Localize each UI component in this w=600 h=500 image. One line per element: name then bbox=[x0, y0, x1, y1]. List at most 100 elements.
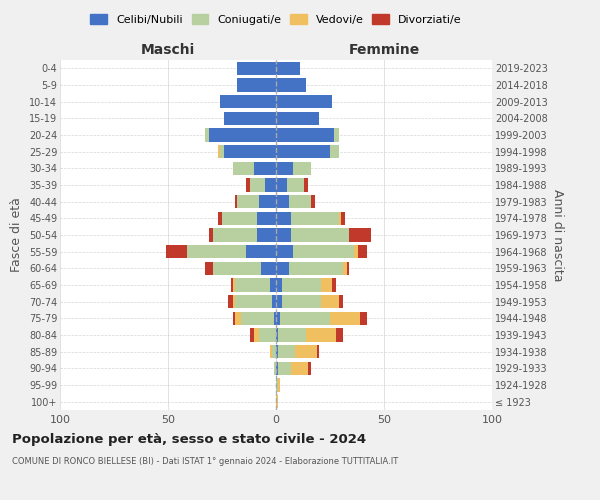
Bar bbox=[278, 345, 295, 358]
Bar bbox=[338, 212, 341, 225]
Bar bbox=[224, 112, 276, 125]
Bar bbox=[276, 295, 283, 308]
Bar bbox=[343, 262, 347, 275]
Bar bbox=[278, 328, 306, 342]
Bar bbox=[289, 195, 311, 208]
Bar bbox=[274, 362, 276, 375]
Bar bbox=[330, 312, 360, 325]
Bar bbox=[274, 312, 276, 325]
Bar bbox=[278, 378, 280, 392]
Bar bbox=[311, 195, 315, 208]
Bar bbox=[229, 295, 233, 308]
Bar bbox=[276, 212, 291, 225]
Bar bbox=[259, 195, 276, 208]
Bar bbox=[337, 328, 343, 342]
Bar bbox=[222, 212, 257, 225]
Bar bbox=[235, 295, 272, 308]
Bar bbox=[276, 195, 289, 208]
Bar bbox=[233, 162, 254, 175]
Bar bbox=[235, 278, 269, 291]
Bar bbox=[205, 128, 209, 141]
Bar bbox=[317, 345, 319, 358]
Text: Femmine: Femmine bbox=[349, 42, 419, 56]
Bar bbox=[209, 228, 214, 241]
Bar bbox=[235, 195, 237, 208]
Bar bbox=[235, 312, 241, 325]
Bar bbox=[269, 345, 272, 358]
Bar bbox=[283, 278, 322, 291]
Bar bbox=[257, 228, 276, 241]
Bar bbox=[276, 95, 332, 108]
Bar bbox=[265, 178, 276, 192]
Bar bbox=[293, 245, 354, 258]
Bar bbox=[276, 278, 283, 291]
Bar bbox=[322, 295, 338, 308]
Bar bbox=[272, 295, 276, 308]
Bar bbox=[276, 245, 293, 258]
Bar bbox=[291, 228, 349, 241]
Bar bbox=[254, 162, 276, 175]
Bar bbox=[237, 62, 276, 75]
Bar bbox=[276, 145, 330, 158]
Text: COMUNE DI RONCO BIELLESE (BI) - Dati ISTAT 1° gennaio 2024 - Elaborazione TUTTIT: COMUNE DI RONCO BIELLESE (BI) - Dati IST… bbox=[12, 457, 398, 466]
Bar bbox=[332, 278, 337, 291]
Bar bbox=[246, 178, 250, 192]
Bar bbox=[187, 245, 246, 258]
Bar bbox=[341, 212, 345, 225]
Bar bbox=[218, 212, 222, 225]
Bar bbox=[166, 245, 187, 258]
Bar bbox=[291, 362, 308, 375]
Bar bbox=[241, 312, 274, 325]
Bar bbox=[276, 112, 319, 125]
Bar bbox=[276, 312, 280, 325]
Bar bbox=[209, 128, 276, 141]
Bar bbox=[278, 362, 291, 375]
Bar bbox=[276, 78, 306, 92]
Bar bbox=[308, 362, 311, 375]
Bar bbox=[259, 328, 276, 342]
Bar bbox=[220, 95, 276, 108]
Y-axis label: Fasce di età: Fasce di età bbox=[10, 198, 23, 272]
Bar bbox=[334, 128, 338, 141]
Bar bbox=[276, 228, 291, 241]
Bar bbox=[276, 395, 278, 408]
Legend: Celibi/Nubili, Coniugati/e, Vedovi/e, Divorziati/e: Celibi/Nubili, Coniugati/e, Vedovi/e, Di… bbox=[87, 10, 465, 28]
Bar bbox=[237, 78, 276, 92]
Bar bbox=[272, 345, 276, 358]
Bar bbox=[276, 128, 334, 141]
Bar bbox=[287, 178, 304, 192]
Bar bbox=[218, 145, 220, 158]
Y-axis label: Anni di nascita: Anni di nascita bbox=[551, 188, 565, 281]
Bar bbox=[214, 262, 261, 275]
Bar bbox=[360, 312, 367, 325]
Bar bbox=[230, 278, 233, 291]
Bar bbox=[276, 378, 278, 392]
Bar bbox=[276, 362, 278, 375]
Bar bbox=[276, 62, 300, 75]
Bar bbox=[304, 178, 308, 192]
Bar bbox=[214, 228, 257, 241]
Bar bbox=[269, 278, 276, 291]
Bar bbox=[358, 245, 367, 258]
Bar bbox=[347, 262, 349, 275]
Bar bbox=[293, 162, 311, 175]
Bar bbox=[289, 262, 343, 275]
Bar bbox=[250, 178, 265, 192]
Bar bbox=[338, 295, 343, 308]
Bar bbox=[349, 228, 371, 241]
Bar bbox=[291, 212, 338, 225]
Bar bbox=[354, 245, 358, 258]
Bar bbox=[276, 345, 278, 358]
Text: Maschi: Maschi bbox=[141, 42, 195, 56]
Bar bbox=[276, 262, 289, 275]
Bar bbox=[233, 312, 235, 325]
Bar bbox=[254, 328, 259, 342]
Bar bbox=[330, 145, 338, 158]
Bar bbox=[276, 328, 278, 342]
Text: Popolazione per età, sesso e stato civile - 2024: Popolazione per età, sesso e stato civil… bbox=[12, 432, 366, 446]
Bar bbox=[295, 345, 317, 358]
Bar bbox=[237, 195, 259, 208]
Bar bbox=[233, 278, 235, 291]
Bar bbox=[280, 312, 330, 325]
Bar bbox=[250, 328, 254, 342]
